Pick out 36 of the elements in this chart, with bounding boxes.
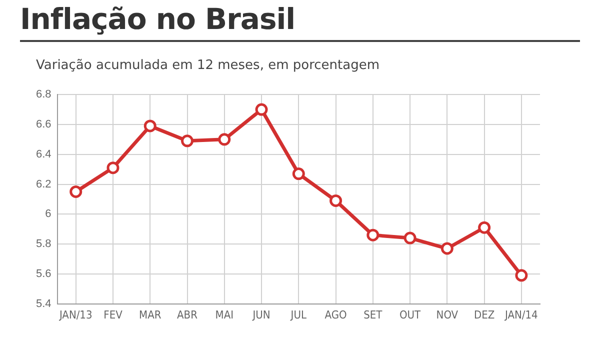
y-tick-label: 6 xyxy=(45,208,52,220)
x-tick-label: SET xyxy=(364,308,384,322)
x-tick-label: AGO xyxy=(324,308,347,322)
y-tick-label: 6.6 xyxy=(36,118,52,131)
chart-title: Inflação no Brasil xyxy=(20,2,296,36)
point xyxy=(440,242,454,255)
point xyxy=(106,162,120,174)
point xyxy=(181,134,194,148)
x-tick-label: NOV xyxy=(436,308,458,322)
x-tick-label: JUN xyxy=(252,308,270,322)
point xyxy=(515,269,528,282)
x-tick-label: JAN/13 xyxy=(58,308,92,322)
y-tick-label: 5.4 xyxy=(36,298,52,310)
point xyxy=(292,168,305,180)
x-tick-label: JAN/14 xyxy=(504,308,538,322)
chart-subtitle: Variação acumulada em 12 meses, em porcentagem xyxy=(36,58,380,73)
y-tick-label: 6.4 xyxy=(36,148,52,160)
x-tick-label: FEV xyxy=(104,308,123,322)
x-tick-label: JUL xyxy=(290,308,307,322)
x-tick-label: OUT xyxy=(400,308,422,322)
x-tick-label: ABR xyxy=(177,308,198,322)
x-tick-label: MAI xyxy=(215,308,234,322)
point xyxy=(70,185,82,198)
point xyxy=(255,103,268,116)
y-tick-label: 6.2 xyxy=(36,178,52,190)
point xyxy=(218,133,231,146)
point xyxy=(366,228,380,242)
point xyxy=(330,194,342,207)
x-tick-label: DEZ xyxy=(474,308,495,322)
y-tick-label: 5.8 xyxy=(36,238,52,250)
point xyxy=(144,120,156,132)
point xyxy=(478,221,491,234)
x-tick-label: MAR xyxy=(139,308,162,322)
y-tick-label: 5.6 xyxy=(36,268,52,280)
y-tick-label: 6.8 xyxy=(36,88,52,101)
point xyxy=(404,232,416,244)
